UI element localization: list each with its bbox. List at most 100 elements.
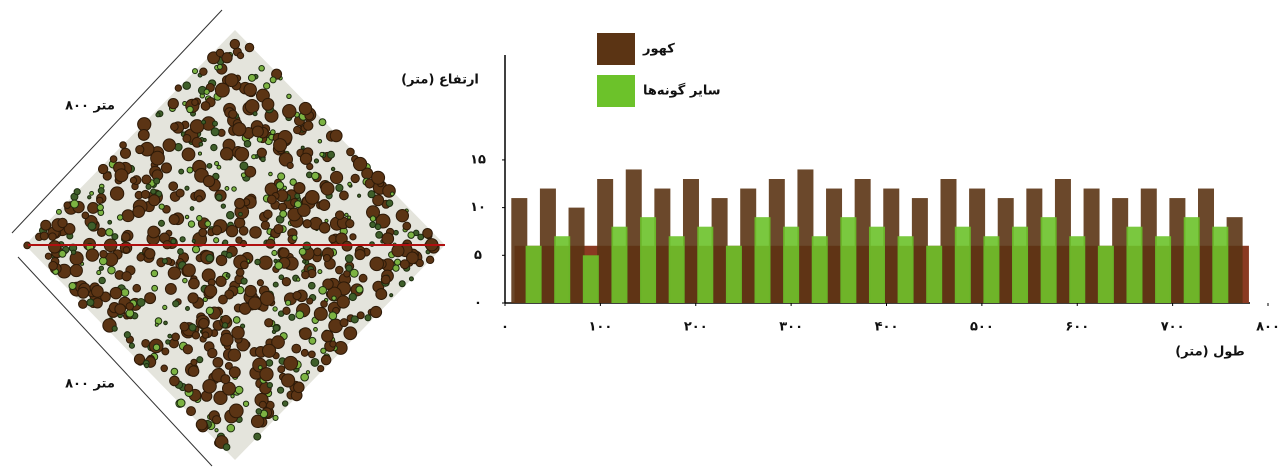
x-tick-label: ۲۰۰: [684, 320, 708, 335]
tree-crown: [48, 260, 58, 271]
tree-crown: [137, 117, 152, 132]
tree: [554, 236, 571, 303]
tree-crown: [129, 176, 138, 184]
tree-crown: [343, 326, 358, 341]
tree-crown: [329, 170, 344, 185]
tree-crown: [63, 223, 76, 235]
tree-crown: [168, 181, 179, 192]
tree-crown: [251, 154, 257, 160]
tree-crown: [222, 443, 231, 451]
tree-crown: [374, 223, 382, 231]
tree-crown: [372, 194, 385, 207]
tree-crown: [214, 428, 219, 433]
tree-crown: [121, 209, 135, 223]
tree-crown: [300, 372, 309, 382]
tree-crown: [201, 331, 210, 339]
legend-label: کهور: [642, 42, 675, 57]
tree: [582, 255, 599, 303]
tree-crown: [344, 212, 349, 218]
tree-crown: [352, 156, 368, 172]
tree-crown: [281, 373, 296, 388]
tree-crown: [277, 386, 285, 394]
tree-crown: [369, 256, 384, 272]
tree-crown: [190, 358, 198, 366]
tree-crown: [204, 284, 218, 298]
tree-crown: [303, 120, 314, 131]
tree-crown: [260, 220, 271, 231]
tree-crown: [282, 104, 297, 119]
tree-crown: [48, 240, 62, 254]
tree-crown: [328, 311, 338, 321]
tree-crown: [300, 145, 305, 150]
tree-crown: [298, 101, 313, 116]
tree: [640, 217, 657, 303]
tree-crown: [398, 280, 406, 288]
tree-crown: [318, 285, 328, 295]
tree: [1183, 217, 1200, 303]
tree-crown: [273, 223, 284, 235]
tree-crown: [350, 173, 360, 184]
tree-crown: [77, 286, 90, 299]
tree-crown: [189, 206, 195, 211]
tree-crown: [220, 374, 231, 385]
tree-crown: [86, 298, 95, 307]
tree-crown: [238, 225, 249, 236]
tree-crown: [196, 356, 204, 364]
tree-crown: [277, 172, 286, 181]
tree-crown: [330, 166, 336, 172]
tree-crown: [224, 73, 239, 88]
tree-crown: [317, 269, 323, 275]
tree-crown: [258, 255, 273, 270]
tree-crown: [278, 202, 288, 212]
tree-crown: [171, 332, 180, 342]
tree-crown: [279, 210, 288, 218]
tree: [539, 188, 556, 303]
tree-crown: [313, 306, 328, 321]
tree-crown: [236, 51, 245, 60]
tree-crown: [248, 296, 262, 311]
tree-crown: [295, 277, 301, 282]
tree-crown: [392, 264, 400, 272]
tree-crown: [302, 259, 307, 264]
tree-crown: [269, 76, 277, 84]
tree-crown: [175, 188, 185, 198]
tree-crown: [289, 178, 297, 186]
tree-crown: [170, 122, 179, 132]
tree-crown: [191, 331, 201, 340]
tree-crown: [317, 138, 323, 144]
tree-crown: [244, 165, 257, 178]
legend-swatch: [597, 33, 635, 65]
tree-crown: [96, 203, 104, 212]
tree-crown: [96, 269, 102, 276]
tree: [883, 188, 900, 303]
tree-crown: [73, 188, 81, 196]
tree-crown: [97, 163, 109, 175]
tree-crown: [252, 111, 258, 117]
tree-crown: [210, 127, 220, 137]
x-tick-label: ۶۰۰: [1065, 320, 1089, 335]
tree-crown: [220, 203, 227, 209]
tree-crown: [206, 162, 213, 169]
tree-crown: [132, 205, 146, 218]
tree-crown: [153, 177, 161, 185]
tree-crown: [70, 249, 77, 255]
tree-crown: [97, 187, 105, 195]
tree-crown: [148, 194, 161, 207]
tree-crown: [125, 302, 135, 311]
tree: [1212, 226, 1229, 303]
tree-crown: [99, 249, 108, 259]
tree-crown: [294, 192, 301, 200]
tree-crown: [200, 101, 211, 111]
tree-crown: [226, 211, 235, 220]
tree-crown: [150, 188, 157, 195]
tree-crown: [160, 162, 173, 174]
tree: [625, 169, 642, 303]
tree-crown: [63, 201, 72, 209]
tree-crown: [224, 289, 235, 300]
tree-crown: [91, 285, 104, 298]
tree: [797, 169, 814, 303]
tree-crown: [350, 315, 359, 324]
tree-crown: [291, 343, 302, 354]
tree-crown: [243, 140, 252, 148]
tree-crown: [250, 414, 265, 429]
